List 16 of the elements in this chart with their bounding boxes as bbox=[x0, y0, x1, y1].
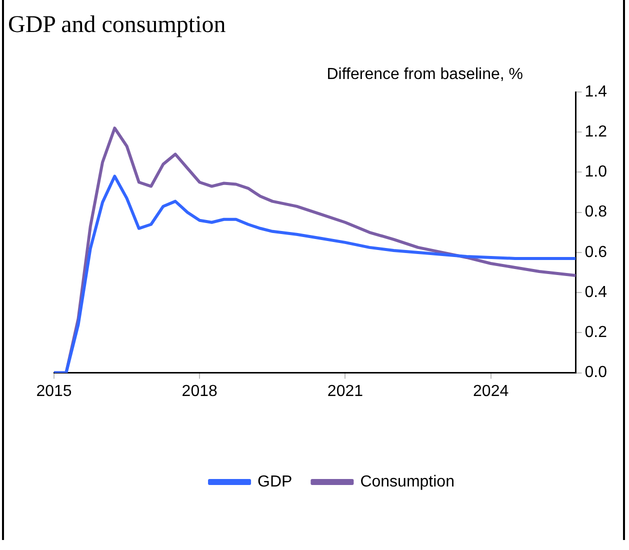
y-tick-label: 1.0 bbox=[584, 164, 608, 181]
y-tick-label: 1.2 bbox=[584, 124, 608, 141]
y-tick-label: 0.6 bbox=[584, 244, 608, 261]
y-axis-title: Difference from baseline, % bbox=[326, 66, 523, 84]
x-tick-label: 2018 bbox=[182, 382, 218, 400]
y-tick-label: 0.2 bbox=[584, 324, 608, 342]
x-tick-label: 2015 bbox=[36, 382, 72, 400]
chart-title: GDP and consumption bbox=[8, 12, 226, 39]
legend-label: GDP bbox=[258, 473, 292, 490]
x-tick-label: 2024 bbox=[473, 382, 509, 400]
y-tick-label: 0.0 bbox=[584, 364, 608, 382]
y-tick-label: 1.4 bbox=[584, 83, 608, 100]
y-tick-label: 0.4 bbox=[584, 284, 608, 301]
y-tick-label: 0.8 bbox=[584, 204, 608, 221]
x-tick-label: 2021 bbox=[327, 382, 364, 400]
legend-label: Consumption bbox=[360, 473, 454, 490]
